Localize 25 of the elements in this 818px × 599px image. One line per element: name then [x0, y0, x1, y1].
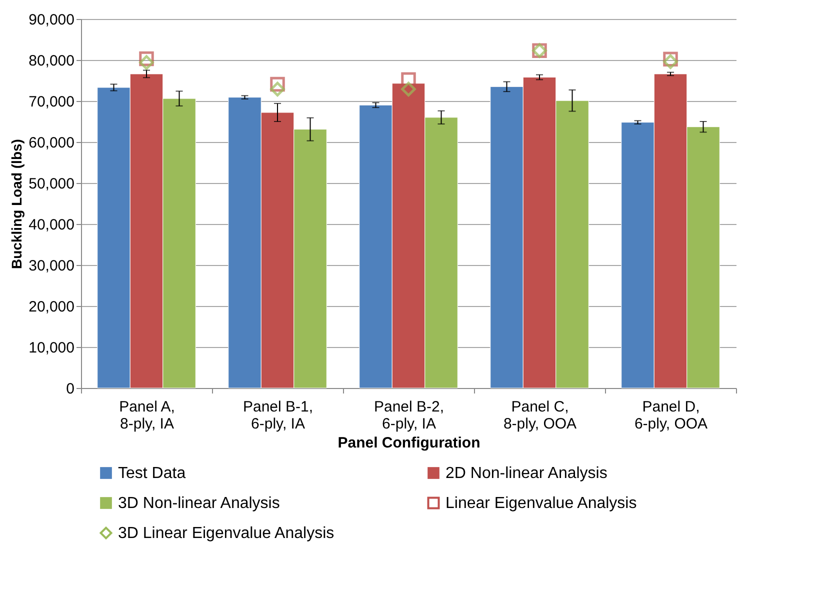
- y-tick-label: 20,000: [28, 298, 74, 316]
- legend-label: 3D Linear Eigenvalue Analysis: [118, 525, 334, 542]
- x-tick-label: Panel B-1, 6-ply, IA: [242, 398, 314, 432]
- x-tick-label: Panel A, 8-ply, IA: [119, 398, 175, 432]
- y-tick-label: 70,000: [28, 94, 74, 110]
- x-tick-label: Panel C, 8-ply, OOA: [503, 398, 577, 432]
- x-tick-label: Panel D, 6-ply, OOA: [634, 398, 708, 432]
- y-axis-title: Buckling Load (lbs): [8, 139, 25, 269]
- legend-label: Linear Eigenvalue Analysis: [446, 495, 637, 512]
- y-tick-label: 50,000: [28, 176, 74, 192]
- y-tick-label: 10,000: [28, 340, 74, 356]
- legend-label: 2D Non-linear Analysis: [446, 465, 608, 482]
- point: [139, 55, 154, 70]
- legend-label: Test Data: [118, 465, 186, 482]
- point: [270, 82, 285, 96]
- x-axis-title: Panel Configuration: [338, 434, 480, 452]
- y-tick-label: 0: [66, 380, 74, 398]
- y-tick-label: 90,000: [28, 12, 74, 28]
- legend-label: 3D Non-linear Analysis: [118, 495, 280, 512]
- y-tick-label: 40,000: [28, 216, 74, 234]
- x-tick-label: Panel B-2, 6-ply, IA: [374, 398, 444, 432]
- y-tick-label: 80,000: [28, 52, 74, 70]
- y-tick-label: 60,000: [28, 134, 74, 152]
- y-tick-label: 30,000: [28, 258, 74, 274]
- point: [401, 82, 416, 96]
